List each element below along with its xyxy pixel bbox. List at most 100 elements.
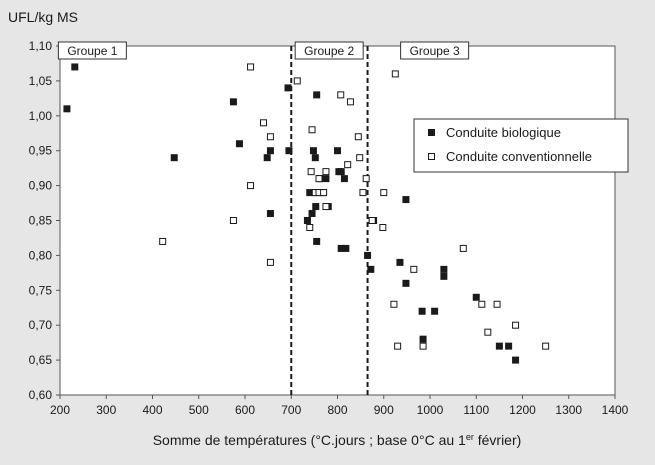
point-conventionnelle: [229, 217, 237, 224]
y-tick-label: 1,05: [29, 74, 53, 88]
point-biologique: [313, 91, 321, 99]
point-biologique: [402, 196, 410, 204]
point-conventionnelle: [394, 342, 402, 350]
x-tick-label: 700: [281, 403, 301, 417]
x-tick-label: 1200: [509, 403, 536, 417]
point-conventionnelle: [380, 189, 388, 197]
point-conventionnelle: [362, 175, 370, 183]
x-tick-label: 800: [327, 403, 347, 417]
point-biologique: [266, 147, 274, 155]
point-biologique: [495, 342, 503, 350]
point-biologique: [334, 147, 341, 155]
point-conventionnelle: [459, 244, 467, 252]
point-biologique: [309, 147, 317, 155]
point-biologique: [311, 154, 319, 162]
x-tick-label: 900: [374, 403, 394, 417]
point-conventionnelle: [391, 70, 399, 78]
y-tick-label: 0,65: [29, 353, 53, 367]
legend-label-biologique: Conduite biologique: [446, 125, 561, 140]
point-biologique: [440, 265, 448, 273]
legend-marker-conventionnelle: [428, 153, 435, 160]
point-biologique: [472, 293, 480, 301]
group-label: Groupe 3: [410, 44, 460, 58]
group-label: Groupe 2: [304, 44, 354, 58]
axes: 200 300 400 500 600 700 800 900 1000 1100 1200 1300…: [29, 39, 629, 417]
point-conventionnelle: [293, 77, 301, 85]
point-conventionnelle: [306, 223, 314, 231]
point-conventionnelle: [419, 342, 427, 350]
point-biologique: [342, 244, 350, 252]
x-tick-label: 1100: [463, 403, 489, 417]
y-tick-label: 0,60: [29, 388, 53, 402]
point-biologique: [170, 154, 178, 162]
point-conventionnelle: [359, 189, 367, 197]
point-conventionnelle: [354, 133, 362, 141]
point-biologique: [337, 168, 345, 176]
point-biologique: [418, 307, 426, 315]
group-dividers: [290, 46, 369, 395]
y-tick-label: 0,95: [29, 144, 53, 158]
point-conventionnelle: [493, 300, 501, 308]
point-conventionnelle: [410, 265, 418, 273]
point-conventionnelle: [266, 258, 274, 266]
point-conventionnelle: [344, 161, 352, 169]
point-conventionnelle: [322, 203, 330, 211]
group-labels: Groupe 1 Groupe 2 Groupe 3: [57, 41, 470, 60]
y-tick-label: 0,80: [29, 248, 53, 262]
point-biologique: [71, 63, 79, 71]
point-conventionnelle: [322, 168, 330, 176]
x-tick-label: 200: [50, 403, 70, 417]
data-points: [63, 63, 550, 364]
group-label-box: [400, 41, 470, 60]
point-biologique: [340, 175, 348, 183]
point-conventionnelle: [542, 342, 550, 350]
x-tick-label: 1000: [417, 403, 444, 417]
point-biologique: [364, 251, 372, 259]
point-biologique: [322, 175, 330, 183]
group-label-box: [57, 41, 127, 60]
point-biologique: [306, 189, 314, 197]
point-biologique: [512, 356, 520, 364]
y-tick-label: 1,10: [29, 39, 53, 53]
point-biologique: [303, 217, 311, 224]
point-conventionnelle: [512, 321, 520, 329]
point-conventionnelle: [266, 133, 274, 141]
point-biologique: [229, 98, 237, 106]
point-conventionnelle: [390, 300, 398, 308]
point-biologique: [63, 105, 71, 113]
point-conventionnelle: [478, 300, 486, 308]
point-biologique: [266, 210, 274, 218]
point-biologique: [367, 265, 375, 273]
point-biologique: [440, 272, 448, 280]
point-conventionnelle: [337, 91, 345, 99]
point-conventionnelle: [260, 119, 267, 127]
point-biologique: [431, 307, 439, 315]
plot-area: [59, 45, 616, 396]
point-conventionnelle: [307, 168, 315, 176]
x-tick-label: 600: [235, 403, 255, 417]
point-biologique: [235, 140, 243, 148]
point-conventionnelle: [346, 98, 354, 106]
y-tick-label: 0,90: [29, 179, 53, 193]
legend-marker-biologique: [428, 129, 435, 136]
point-conventionnelle: [379, 223, 387, 231]
point-biologique: [284, 84, 292, 92]
x-tick-label: 500: [189, 403, 209, 417]
legend-label-conventionnelle: Conduite conventionnelle: [446, 149, 592, 164]
y-tick-label: 1,00: [29, 109, 53, 123]
y-tick-label: 0,75: [29, 283, 53, 297]
point-biologique: [396, 258, 404, 266]
group-label: Groupe 1: [67, 44, 117, 58]
group-label-box: [294, 41, 364, 60]
legend: Conduite biologique Conduite conventionn…: [413, 118, 629, 173]
point-conventionnelle: [484, 328, 492, 336]
point-biologique: [263, 154, 271, 162]
point-conventionnelle: [320, 189, 328, 197]
point-conventionnelle: [247, 182, 255, 190]
point-biologique: [313, 237, 321, 245]
point-conventionnelle: [315, 175, 323, 183]
x-tick-label: 1400: [602, 403, 629, 417]
x-tick-label: 400: [142, 403, 162, 417]
point-conventionnelle: [308, 126, 316, 134]
